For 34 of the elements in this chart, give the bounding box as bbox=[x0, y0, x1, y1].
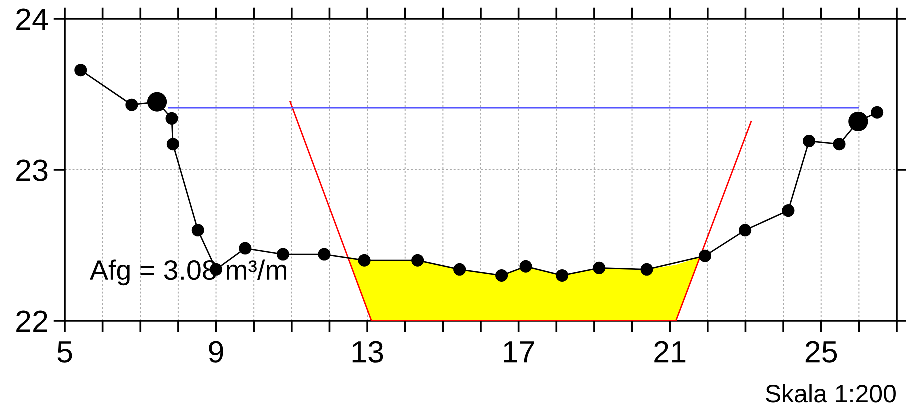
point bbox=[739, 224, 752, 237]
y-tick-label: 22 bbox=[16, 310, 48, 332]
point bbox=[276, 248, 290, 261]
point bbox=[640, 263, 654, 276]
point bbox=[166, 112, 178, 125]
point bbox=[833, 138, 846, 151]
point bbox=[126, 98, 138, 112]
point bbox=[412, 254, 424, 267]
point bbox=[848, 112, 868, 132]
point bbox=[318, 248, 331, 261]
point bbox=[803, 135, 816, 148]
y-tick-label: 23 bbox=[16, 160, 48, 182]
point bbox=[871, 106, 884, 119]
point bbox=[74, 64, 88, 77]
point bbox=[166, 138, 180, 151]
x-tick-label: 9 bbox=[209, 341, 224, 363]
y-tick-label: 24 bbox=[16, 8, 48, 30]
x-tick-label: 5 bbox=[58, 342, 72, 363]
point bbox=[593, 262, 606, 274]
point bbox=[782, 204, 795, 218]
point bbox=[556, 269, 569, 282]
point bbox=[239, 242, 252, 255]
point bbox=[454, 263, 466, 276]
point bbox=[699, 250, 712, 262]
x-tick-label: 13 bbox=[352, 341, 384, 363]
point bbox=[520, 260, 532, 273]
x-tick-label: 21 bbox=[654, 341, 686, 363]
point bbox=[496, 269, 508, 282]
point bbox=[147, 92, 168, 112]
text: Skala 1:200 bbox=[766, 384, 896, 403]
x-tick-label: 17 bbox=[504, 342, 534, 363]
point bbox=[192, 224, 204, 237]
point bbox=[358, 254, 371, 267]
x-tick-label: 25 bbox=[806, 341, 838, 363]
